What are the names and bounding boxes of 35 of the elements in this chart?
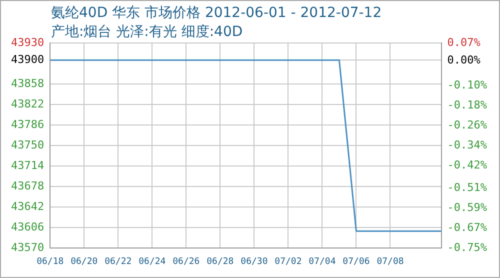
x-tick-label: 06/22 (104, 256, 132, 267)
chart-title: 氨纶40D 华东 市场价格 2012-06-01 - 2012-07-12 (51, 4, 382, 22)
y2-tick-label: -0.10% (447, 78, 488, 92)
y2-tick-label: -0.59% (447, 201, 488, 214)
y-tick-label: 43678 (10, 180, 44, 192)
chart-subtitle: 产地:烟台 光泽:有光 细度:40D (51, 23, 243, 41)
y2-tick-label: -0.67% (447, 221, 488, 234)
x-tick-label: 07/02 (274, 256, 302, 267)
y2-tick-label: 0.07% (447, 36, 481, 49)
y-tick-label: 43642 (10, 200, 44, 214)
y2-tick-label: -0.42% (447, 158, 488, 172)
x-tick-label: 06/26 (172, 256, 200, 267)
y-tick-label: 43750 (10, 138, 44, 152)
y-tick-label: 43786 (10, 118, 44, 131)
x-tick-label: 07/06 (342, 256, 370, 267)
x-tick-label: 06/24 (138, 256, 166, 267)
y-tick-label: 43930 (10, 36, 44, 49)
y-tick-label: 43858 (10, 76, 44, 90)
y-tick-label: 43900 (10, 52, 44, 66)
y2-tick-label: -0.18% (447, 98, 488, 112)
x-tick-label: 06/28 (206, 256, 234, 267)
y2-tick-label: -0.34% (447, 138, 488, 152)
x-tick-label: 06/18 (36, 256, 64, 267)
y-tick-label: 43714 (10, 158, 44, 172)
x-tick-label: 06/30 (240, 256, 268, 267)
y2-tick-label: -0.51% (447, 181, 488, 194)
x-tick-label: 07/04 (308, 256, 336, 267)
x-tick-label: 07/08 (376, 256, 404, 267)
y-tick-label: 43822 (10, 97, 44, 110)
y2-tick-label: -0.75% (447, 241, 488, 254)
y-tick-label: 43606 (10, 220, 44, 234)
y2-tick-label: -0.26% (447, 118, 488, 132)
x-tick-label: 06/20 (70, 256, 98, 267)
y-tick-label: 43570 (10, 241, 44, 254)
y2-tick-label: 0.00% (447, 53, 481, 66)
